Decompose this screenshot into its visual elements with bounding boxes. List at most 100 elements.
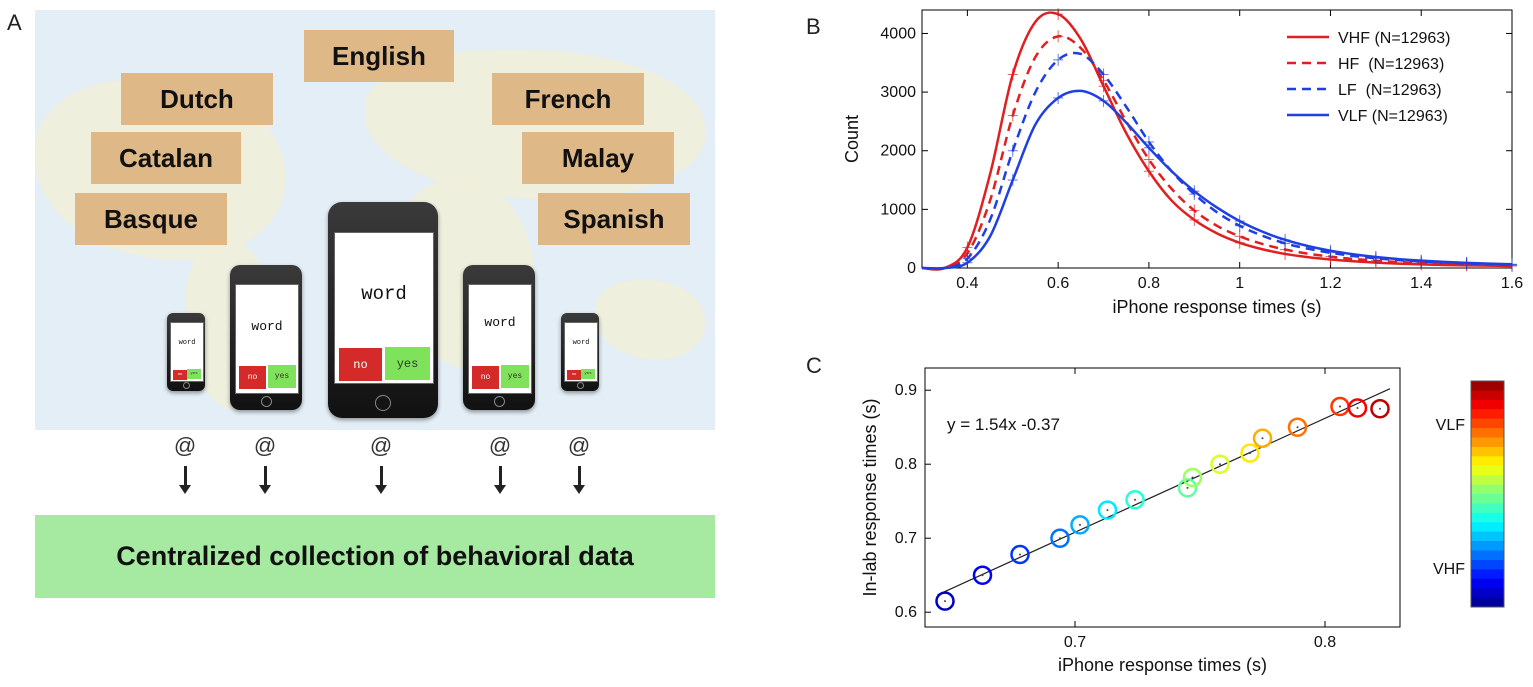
down-arrow-icon xyxy=(494,466,506,494)
colorbar-segment xyxy=(1471,541,1504,551)
x-tick-label: 0.8 xyxy=(1138,275,1160,292)
series-line xyxy=(921,89,1513,270)
scatter-point-center xyxy=(1079,523,1081,526)
x-axis-label: iPhone response times (s) xyxy=(1058,655,1267,675)
continent-shape xyxy=(595,280,705,360)
language-box-english: English xyxy=(304,30,454,82)
no-button: no xyxy=(471,365,500,390)
series-line xyxy=(921,34,1513,271)
no-button: no xyxy=(566,369,582,381)
phone-word: word xyxy=(361,283,407,305)
colorbar-segment xyxy=(1471,494,1504,504)
home-button-icon xyxy=(375,395,391,411)
phone-screen: word no yes xyxy=(235,284,299,394)
phone-screen: word no yes xyxy=(334,232,434,384)
y-tick-label: 4000 xyxy=(880,25,916,42)
colorbar-segment xyxy=(1471,390,1504,401)
scatter-point-center xyxy=(1219,463,1221,466)
down-arrow-icon xyxy=(375,466,387,494)
phone-word: word xyxy=(572,339,590,347)
phone-small-right: word no yes xyxy=(561,313,599,391)
language-box-dutch: Dutch xyxy=(121,73,273,125)
colorbar-segment xyxy=(1471,418,1504,429)
scatter-point-center xyxy=(1356,406,1359,409)
y-tick-label: 0.6 xyxy=(895,604,917,621)
phone-small-left: word no yes xyxy=(167,313,205,391)
y-tick-label: 0.8 xyxy=(895,456,917,473)
scatter-point xyxy=(972,565,993,585)
colorbar-segment xyxy=(1471,569,1504,580)
colorbar-segment xyxy=(1471,484,1504,495)
phone-screen: word no yes xyxy=(468,284,532,394)
panel-label-c: C xyxy=(806,353,822,378)
colorbar-segment xyxy=(1471,456,1504,467)
yes-button: yes xyxy=(268,365,296,388)
at-symbol: @ xyxy=(488,433,512,458)
x-tick-label: 0.7 xyxy=(1064,634,1086,651)
at-symbol: @ xyxy=(369,433,393,458)
down-arrow-icon xyxy=(259,466,271,494)
x-axis-label: iPhone response times (s) xyxy=(1112,297,1321,317)
colorbar-segment xyxy=(1471,597,1504,608)
y-axis-label: Count xyxy=(842,115,862,163)
home-button-icon xyxy=(183,382,190,389)
x-tick-label: 1.2 xyxy=(1319,275,1341,292)
scatter-point xyxy=(1287,417,1308,437)
phone-screen: word no yes xyxy=(564,322,598,382)
colorbar-segment xyxy=(1471,475,1504,486)
y-tick-label: 0.7 xyxy=(895,530,917,547)
phone-medium-left: word no yes xyxy=(230,265,302,410)
yes-button: yes xyxy=(501,365,529,388)
colorbar-segment xyxy=(1471,409,1504,420)
colorbar-segment xyxy=(1471,428,1504,438)
colorbar-segment xyxy=(1471,446,1504,457)
scatter-point xyxy=(1177,478,1198,498)
phone-word: word xyxy=(251,319,283,334)
legend-label: VLF (N=12963) xyxy=(1338,108,1448,125)
colorbar-segment xyxy=(1471,399,1504,410)
scatter-point xyxy=(1240,443,1260,463)
scatter-point xyxy=(1010,544,1030,565)
regression-equation: y = 1.54x -0.37 xyxy=(947,415,1060,434)
at-symbol: @ xyxy=(253,433,277,458)
x-tick-label: 0.6 xyxy=(1047,275,1069,292)
scatter-point-center xyxy=(1134,498,1136,501)
scatter-point-center xyxy=(1019,553,1021,556)
home-button-icon xyxy=(494,396,505,407)
legend-label: VHF (N=12963) xyxy=(1338,30,1451,47)
home-button-icon xyxy=(261,396,272,407)
scatter-point-center xyxy=(1186,486,1189,489)
phone-word: word xyxy=(484,315,516,330)
y-tick-label: 0.9 xyxy=(895,382,917,399)
colorbar-segment xyxy=(1471,522,1504,533)
at-symbol: @ xyxy=(173,433,197,458)
colorbar-segment xyxy=(1471,578,1504,589)
down-arrow-icon xyxy=(573,466,585,494)
scatter-point-center xyxy=(1261,437,1264,440)
plot-frame xyxy=(924,367,1401,628)
phone-screen: word no yes xyxy=(170,322,204,382)
scatter-point xyxy=(1182,467,1203,488)
colorbar-segment xyxy=(1471,381,1504,391)
scatter-point xyxy=(1252,428,1273,449)
phone-word: word xyxy=(178,339,196,347)
scatter-point-center xyxy=(1106,509,1109,512)
down-arrow-icon xyxy=(179,466,191,494)
no-button: no xyxy=(338,347,383,382)
yes-button: yes xyxy=(581,369,595,379)
plot-frame xyxy=(921,9,1513,269)
yes-button: yes xyxy=(385,347,430,380)
scatter-point xyxy=(1347,398,1368,418)
scatter-point xyxy=(935,591,955,611)
scatter-point-center xyxy=(944,600,946,603)
x-tick-label: 0.8 xyxy=(1314,634,1336,651)
y-tick-label: 1000 xyxy=(880,201,916,218)
language-box-spanish: Spanish xyxy=(538,193,690,245)
y-tick-label: 2000 xyxy=(880,143,916,160)
colorbar-label-top: VLF xyxy=(1436,417,1466,434)
colorbar-segment xyxy=(1471,559,1504,570)
yes-button: yes xyxy=(187,369,201,379)
